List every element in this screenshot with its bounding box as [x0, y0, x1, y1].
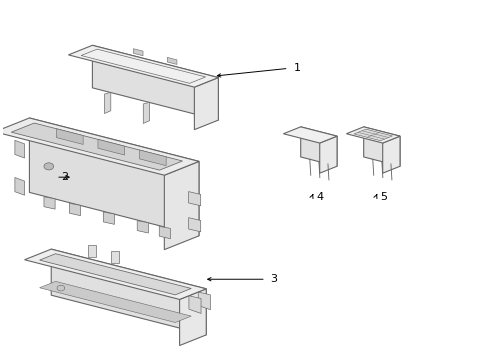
Polygon shape: [15, 140, 24, 158]
Polygon shape: [198, 292, 210, 310]
Polygon shape: [104, 92, 111, 113]
Text: 2: 2: [61, 172, 68, 182]
Polygon shape: [11, 123, 182, 170]
Polygon shape: [159, 226, 171, 239]
Polygon shape: [98, 139, 124, 155]
Polygon shape: [346, 127, 400, 143]
Polygon shape: [320, 136, 337, 173]
Polygon shape: [364, 127, 400, 166]
Polygon shape: [167, 57, 177, 64]
Polygon shape: [301, 127, 337, 166]
Polygon shape: [111, 251, 119, 263]
Polygon shape: [93, 45, 219, 120]
Polygon shape: [383, 136, 400, 173]
Polygon shape: [133, 49, 143, 56]
Polygon shape: [195, 77, 219, 130]
Polygon shape: [143, 102, 149, 123]
Text: 3: 3: [270, 274, 278, 284]
Polygon shape: [354, 129, 392, 141]
Text: 5: 5: [381, 192, 388, 202]
Circle shape: [44, 163, 53, 170]
Polygon shape: [15, 177, 24, 195]
Text: 4: 4: [317, 192, 324, 202]
Polygon shape: [164, 161, 199, 249]
Polygon shape: [189, 192, 201, 206]
Polygon shape: [189, 218, 201, 232]
Polygon shape: [40, 282, 191, 323]
Polygon shape: [24, 249, 206, 300]
Polygon shape: [0, 118, 199, 175]
Polygon shape: [137, 221, 148, 233]
Polygon shape: [180, 289, 206, 346]
Polygon shape: [140, 150, 166, 166]
Polygon shape: [103, 212, 115, 224]
Polygon shape: [70, 203, 80, 216]
Polygon shape: [88, 245, 96, 257]
Polygon shape: [69, 45, 219, 87]
Circle shape: [57, 285, 65, 291]
Polygon shape: [29, 118, 199, 236]
Polygon shape: [189, 296, 201, 314]
Polygon shape: [56, 129, 83, 144]
Text: 1: 1: [294, 63, 300, 73]
Polygon shape: [44, 197, 55, 209]
Polygon shape: [283, 127, 337, 143]
Polygon shape: [40, 254, 191, 295]
Polygon shape: [51, 249, 206, 335]
